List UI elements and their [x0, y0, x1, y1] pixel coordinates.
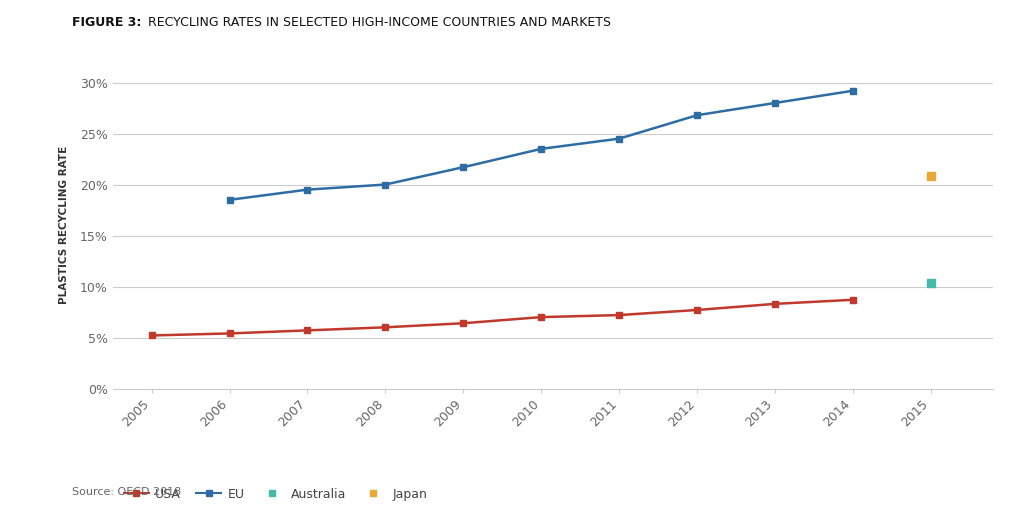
- Text: FIGURE 3:: FIGURE 3:: [72, 16, 141, 28]
- Legend: USA, EU, Australia, Japan: USA, EU, Australia, Japan: [119, 483, 432, 506]
- Y-axis label: PLASTICS RECYCLING RATE: PLASTICS RECYCLING RATE: [58, 146, 69, 305]
- Text: RECYCLING RATES IN SELECTED HIGH-INCOME COUNTRIES AND MARKETS: RECYCLING RATES IN SELECTED HIGH-INCOME …: [144, 16, 611, 28]
- Text: Source: OECD 2018: Source: OECD 2018: [72, 487, 181, 497]
